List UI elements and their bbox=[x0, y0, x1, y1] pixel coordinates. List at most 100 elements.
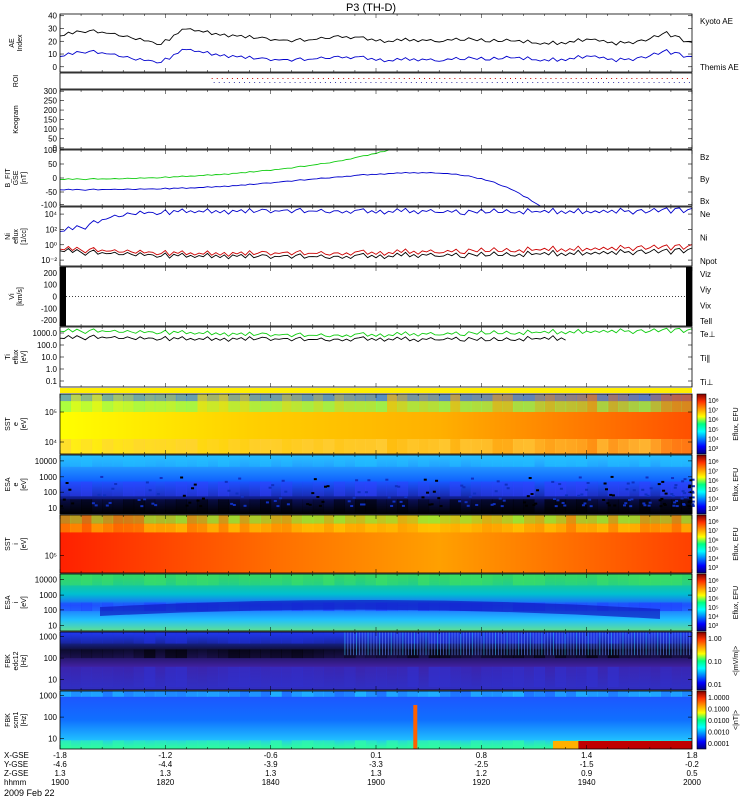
sst_e-band-cell bbox=[60, 401, 72, 412]
time-axis-row-label: X-GSE bbox=[4, 751, 29, 760]
esa_e-band-cell bbox=[639, 455, 651, 467]
esa_e-noise bbox=[603, 482, 607, 485]
esa_e-band-cell bbox=[91, 455, 103, 467]
bfield-ylabel: B_FIT GSE [nT] bbox=[5, 168, 28, 188]
roi-dot bbox=[668, 82, 670, 83]
fbk_b-band-cell bbox=[386, 740, 398, 749]
sst_e-band-cell bbox=[428, 401, 440, 412]
esa_e-band-cell bbox=[112, 499, 124, 514]
roi-dot bbox=[535, 78, 537, 79]
sst_e-band-cell bbox=[618, 401, 630, 412]
fbk_e-stripe bbox=[373, 632, 375, 656]
esa_e-noise bbox=[182, 494, 186, 497]
esa_e-noise bbox=[193, 483, 197, 486]
fbk_b-band-cell bbox=[439, 740, 451, 749]
sst_e-band-cell bbox=[102, 401, 114, 412]
esa_e-colorbar-tick: 10⁷ bbox=[708, 468, 719, 475]
fbk_b-band-cell bbox=[607, 691, 619, 697]
esa_e-noise bbox=[558, 483, 562, 486]
fbk_e-band-cell bbox=[376, 632, 388, 644]
esa_e-noise bbox=[468, 495, 472, 498]
sst_e-colorbar-tick: 10⁷ bbox=[708, 408, 719, 415]
sst_e-band-cell bbox=[302, 394, 314, 402]
keogram-ylabel-part: Keogram bbox=[13, 105, 20, 134]
esa_e-noise bbox=[528, 477, 532, 480]
esa_i-band-cell bbox=[660, 574, 672, 586]
fbk_e-stripe bbox=[576, 632, 578, 656]
roi-dot bbox=[378, 78, 380, 79]
esa_e-band-cell bbox=[439, 455, 451, 467]
sst_i-band-cell bbox=[586, 515, 598, 524]
sst_i-band-cell bbox=[523, 523, 535, 533]
sst_e-colorbar bbox=[696, 393, 707, 455]
esa_e-noise bbox=[105, 504, 109, 507]
fbk_e-band-cell bbox=[175, 666, 187, 688]
esa_e-noise bbox=[498, 497, 502, 500]
esa_e-noise bbox=[230, 502, 234, 505]
sst_e-band-cell bbox=[376, 401, 388, 412]
esa_e-band-cell bbox=[333, 499, 345, 514]
esa_e-noise bbox=[556, 499, 560, 502]
esa_e-noise bbox=[680, 497, 684, 500]
sst_e-band-cell bbox=[112, 439, 124, 454]
esa_i-ytick-label: 10 bbox=[48, 621, 57, 630]
esa_e-noise bbox=[276, 505, 280, 508]
temperature-ylabel: Ti eflux [eV] bbox=[5, 349, 28, 364]
fbk_b-band-cell bbox=[407, 740, 419, 749]
temperature-legend-item: Ti∥ bbox=[700, 354, 710, 363]
sst_e-band-cell bbox=[597, 394, 609, 402]
sst_i-band-cell bbox=[81, 523, 93, 533]
esa_e-band-cell bbox=[70, 499, 82, 514]
esa_e-band-cell bbox=[60, 499, 72, 514]
fbk_b-band-cell bbox=[449, 691, 461, 697]
sst_e-colorbar-tick: 10⁶ bbox=[708, 417, 719, 424]
roi-dot bbox=[413, 78, 415, 79]
fbk_e-stripe bbox=[364, 632, 366, 656]
roi-dot bbox=[317, 78, 319, 79]
fbk_e-band-cell bbox=[270, 632, 282, 644]
esa_e-noise bbox=[492, 503, 496, 506]
esa_e-band-cell bbox=[470, 455, 482, 467]
fbk_e-ylabel-part: FBK bbox=[5, 654, 12, 668]
fbk_b-band-cell bbox=[354, 740, 366, 749]
esa_e-band-cell bbox=[376, 455, 388, 467]
fbk_b-band-cell bbox=[565, 691, 577, 697]
sst_e-band-cell bbox=[270, 401, 282, 412]
roi-dot bbox=[638, 82, 640, 83]
esa_e-noise bbox=[630, 498, 634, 501]
sst_i-band-cell bbox=[281, 515, 293, 524]
roi-dot bbox=[506, 82, 508, 83]
sst_i-band-cell bbox=[207, 523, 219, 533]
esa_e-noise bbox=[100, 475, 104, 478]
fbk_e-band-cell bbox=[534, 666, 546, 688]
roi-dot bbox=[360, 82, 362, 83]
roi-dot bbox=[353, 78, 355, 79]
roi-dot bbox=[577, 82, 579, 83]
fbk_e-stripe bbox=[411, 632, 413, 656]
sst_e-band-cell bbox=[418, 439, 430, 454]
esa_e-band-cell bbox=[470, 481, 482, 497]
esa_i-colorbar-tick: 10⁵ bbox=[708, 605, 719, 612]
roi-dot bbox=[418, 78, 420, 79]
fbk_e-band-cell bbox=[491, 649, 503, 659]
sst_e-band-cell bbox=[555, 401, 567, 412]
plot-title: P3 (TH-D) bbox=[346, 2, 396, 14]
fbk_b-ylabel-part: FBK bbox=[5, 713, 12, 727]
roi-dot bbox=[631, 78, 633, 79]
fbk_b-ylabel: FBK scm1 [Hz] bbox=[5, 712, 28, 729]
fbk_e-band-cell bbox=[60, 632, 72, 644]
fbk_b-band-cell bbox=[586, 691, 598, 697]
sst_e-band-cell bbox=[681, 401, 693, 412]
fbk_e-ylabel-part: [Hz] bbox=[21, 655, 28, 668]
fbk_b-band-cell bbox=[123, 740, 135, 749]
fbk_e-band-cell bbox=[144, 649, 156, 659]
fbk_e-band-cell bbox=[470, 649, 482, 659]
esa_i-band-cell bbox=[639, 574, 651, 586]
fbk_b-band-cell bbox=[428, 691, 440, 697]
fbk_b-band-cell bbox=[397, 740, 409, 749]
sst_e-band-cell bbox=[502, 401, 514, 412]
esa_e-band-cell bbox=[460, 499, 472, 514]
esa_i-band-cell bbox=[365, 574, 377, 586]
roi-dot bbox=[350, 82, 352, 83]
fbk_e-band-cell bbox=[196, 666, 208, 688]
